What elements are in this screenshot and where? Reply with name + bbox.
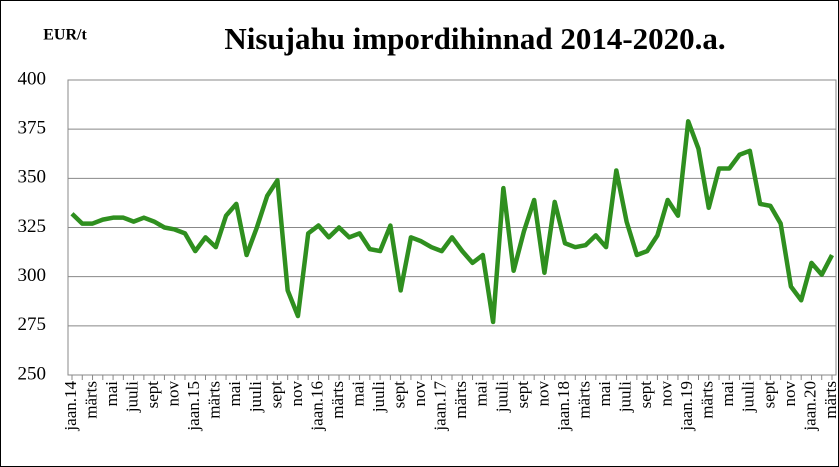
y-tick-label: 375	[18, 118, 47, 139]
x-tick-label: juuli	[246, 381, 265, 413]
x-tick-label: sept	[759, 381, 778, 409]
x-tick-label: märts	[81, 381, 100, 419]
x-tick-label: märts	[205, 381, 224, 419]
x-tick-label: nov	[780, 381, 799, 407]
x-tick-label: jaan.18	[554, 381, 573, 432]
x-tick-label: märts	[574, 381, 593, 419]
x-tick-label: sept	[390, 381, 409, 409]
x-tick-label: nov	[657, 381, 676, 407]
x-tick-label: sept	[636, 381, 655, 409]
x-tick-label: nov	[287, 381, 306, 407]
y-tick-label: 275	[18, 314, 47, 335]
data-line	[70, 119, 834, 325]
x-tick-label: märts	[821, 381, 839, 419]
x-tick-label: juuli	[369, 381, 388, 413]
x-tick-label: mai	[595, 381, 614, 407]
x-tick-label: märts	[698, 381, 717, 419]
y-tick-label: 400	[18, 68, 47, 89]
x-tick-label: sept	[266, 381, 285, 409]
x-tick-label: sept	[513, 381, 532, 409]
x-tick-label: märts	[328, 381, 347, 419]
x-tick-label: jaan.15	[184, 381, 203, 432]
y-tick-label: 300	[18, 265, 47, 286]
x-tick-label: märts	[451, 381, 470, 419]
x-tick-label: juuli	[123, 381, 142, 413]
x-tick-label: jaan.17	[431, 381, 450, 432]
x-tick-label: juuli	[739, 381, 758, 413]
x-tick-label: jaan.20	[800, 381, 819, 432]
y-tick-label: 325	[18, 216, 47, 237]
x-tick-label: mai	[225, 381, 244, 407]
chart-title: Nisujahu impordihinnad 2014-2020.a.	[224, 21, 725, 56]
x-tick-label: mai	[718, 381, 737, 407]
x-tick-label: sept	[143, 381, 162, 409]
y-tick-label: 350	[18, 167, 47, 188]
x-tick-label: mai	[102, 381, 121, 407]
y-tick-label: 250	[18, 363, 47, 384]
x-tick-label: juuli	[616, 381, 635, 413]
x-tick-label: jaan.16	[307, 381, 326, 432]
x-tick-label: juuli	[492, 381, 511, 413]
x-tick-label: jaan.19	[677, 381, 696, 432]
x-tick-label: jaan.14	[61, 381, 80, 432]
y-axis-label: EUR/t	[43, 27, 87, 44]
x-tick-label: nov	[410, 381, 429, 407]
x-tick-label: nov	[164, 381, 183, 407]
x-tick-label: mai	[348, 381, 367, 407]
x-tick-label: mai	[472, 381, 491, 407]
x-tick-label: nov	[533, 381, 552, 407]
